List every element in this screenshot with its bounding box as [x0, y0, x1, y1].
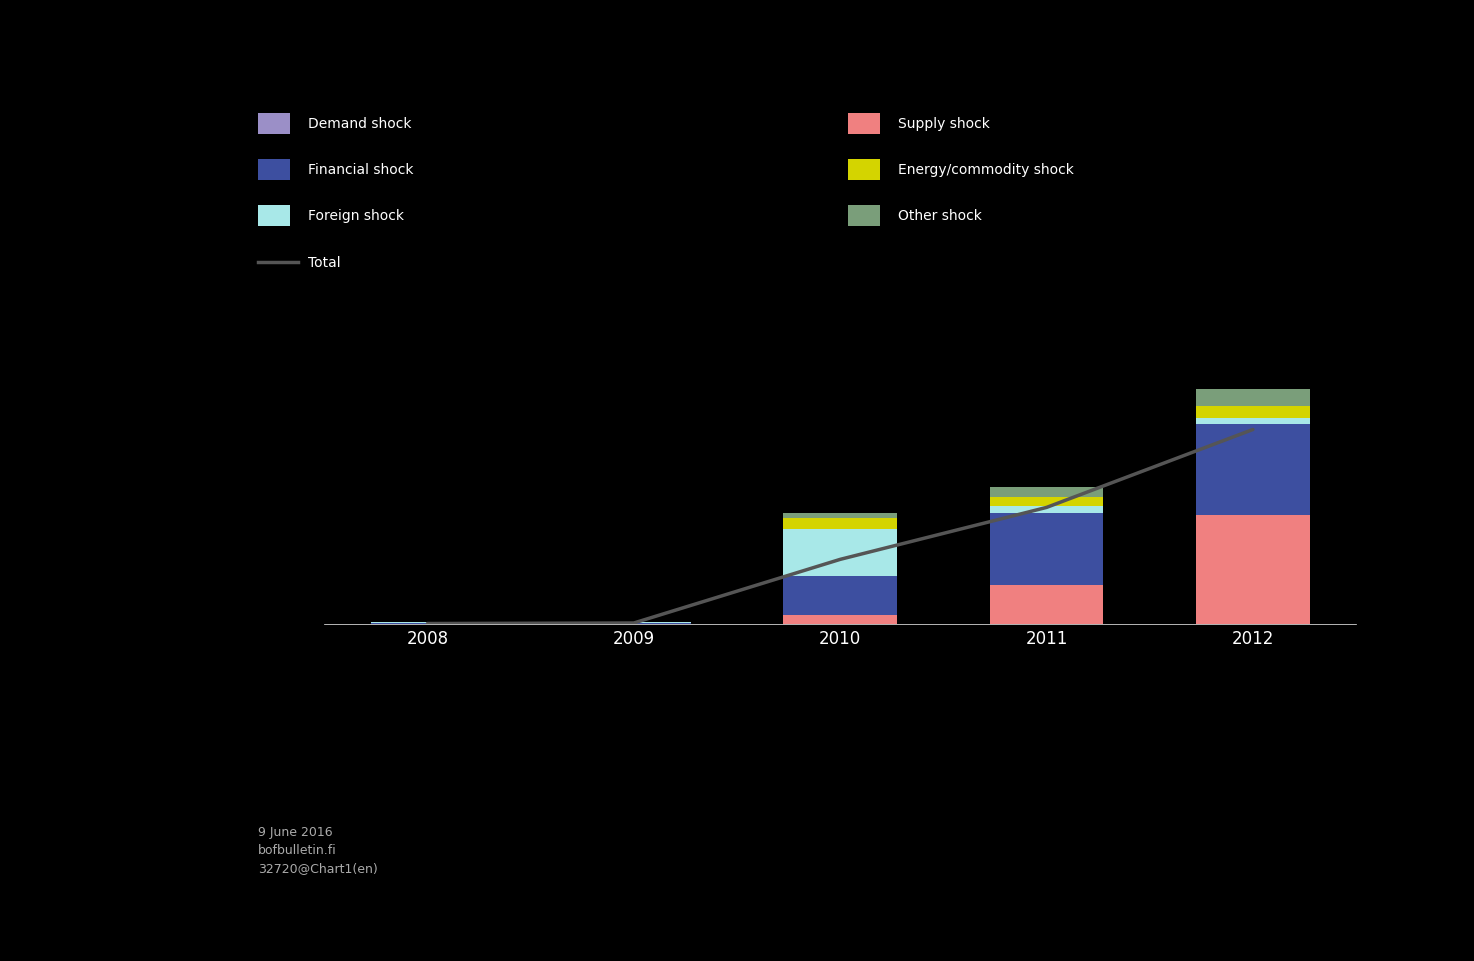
Bar	[1197, 516, 1310, 625]
Text: Energy/commodity shock: Energy/commodity shock	[898, 163, 1073, 177]
Text: 9 June 2016
bofbulletin.fi
32720@Chart1(en): 9 June 2016 bofbulletin.fi 32720@Chart1(…	[258, 825, 377, 875]
Bar	[1197, 407, 1310, 418]
Bar	[1197, 425, 1310, 516]
Bar	[991, 498, 1103, 506]
Bar	[991, 513, 1103, 586]
Text: Demand shock: Demand shock	[308, 117, 411, 131]
Text: Other shock: Other shock	[898, 209, 982, 223]
Bar	[991, 586, 1103, 625]
Bar	[784, 513, 896, 518]
Bar	[991, 487, 1103, 498]
Bar	[784, 577, 896, 616]
Bar	[784, 530, 896, 577]
Bar	[1197, 390, 1310, 407]
Text: Foreign shock: Foreign shock	[308, 209, 404, 223]
Text: Total: Total	[308, 256, 340, 269]
Bar	[784, 518, 896, 530]
Bar	[784, 616, 896, 625]
Text: Supply shock: Supply shock	[898, 117, 989, 131]
Bar	[1197, 418, 1310, 425]
Bar	[991, 506, 1103, 513]
Text: Financial shock: Financial shock	[308, 163, 414, 177]
